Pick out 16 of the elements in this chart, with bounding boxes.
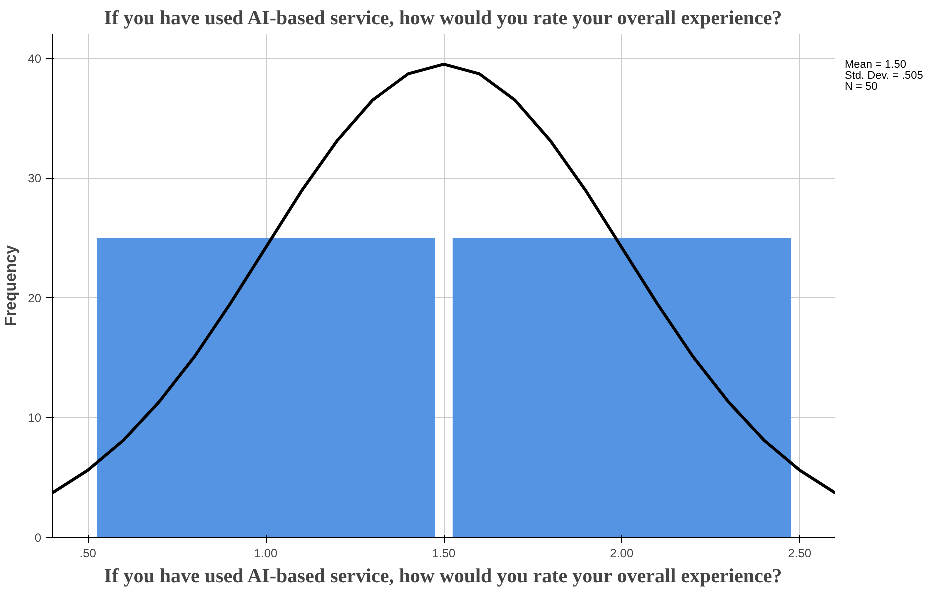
y-tick-label: 0 (34, 531, 42, 545)
text: N = 50 (845, 81, 878, 93)
x-tick-label: 2.50 (788, 546, 812, 560)
text: Std. Dev. = .505 (845, 70, 924, 82)
y-tick-label: 30 (28, 172, 42, 186)
text: Mean = 1.50 (845, 59, 906, 71)
x-tick-label: 1.50 (432, 546, 456, 560)
chart-title: If you have used AI-based service, how would you rate your overall experience? (104, 8, 782, 30)
x-axis-title: If you have used AI-based service, how would you rate your overall experience? (104, 566, 782, 588)
y-axis-title: Frequency (3, 245, 20, 326)
x-tick-label: 1.00 (254, 546, 278, 560)
x-tick-label: .50 (80, 546, 97, 560)
y-tick-label: 40 (28, 52, 42, 66)
x-tick-label: 2.00 (610, 546, 634, 560)
y-tick-label: 10 (28, 411, 42, 426)
y-tick-label: 20 (28, 291, 42, 306)
